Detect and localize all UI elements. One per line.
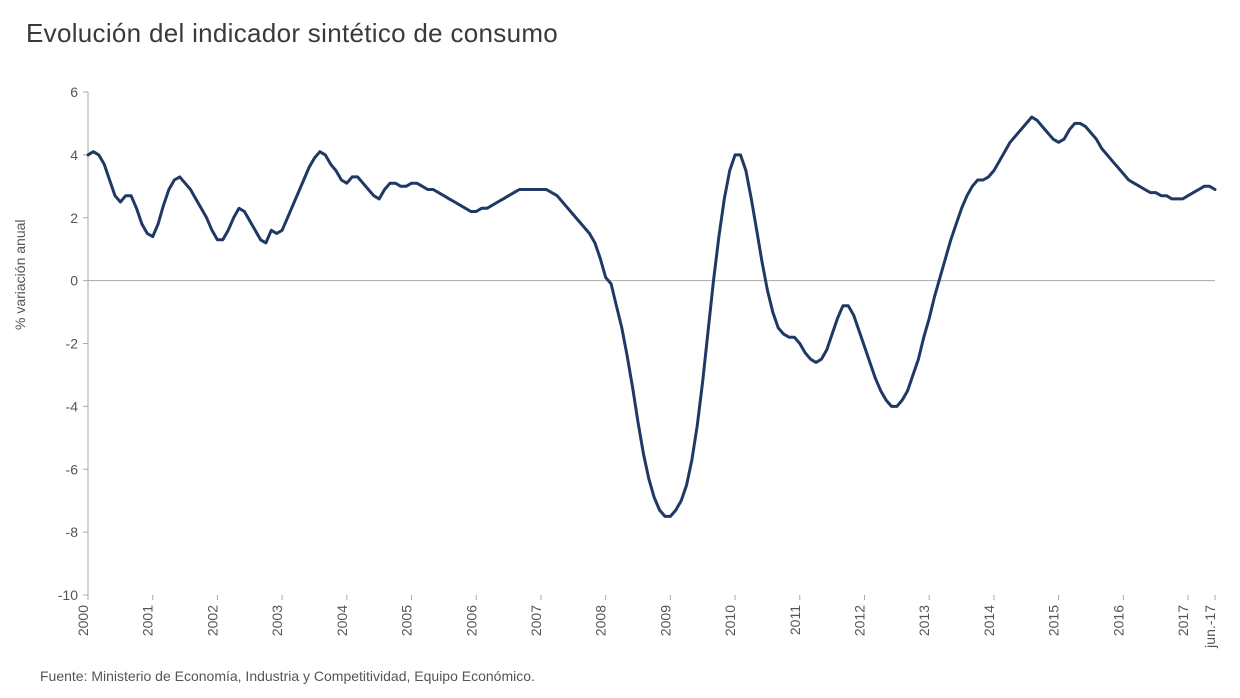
x-tick-label: 2001 (140, 605, 156, 636)
y-tick-label: 6 (70, 84, 78, 100)
y-tick-label: -8 (66, 524, 79, 540)
x-tick-label: 2016 (1110, 605, 1126, 636)
x-tick-label: 2010 (722, 605, 738, 636)
chart-container: Evolución del indicador sintético de con… (0, 0, 1240, 698)
x-tick-label: 2008 (593, 605, 609, 636)
x-tick-label: 2006 (463, 605, 479, 636)
x-tick-label: 2005 (399, 605, 415, 636)
x-tick-label: 2013 (916, 605, 932, 636)
y-tick-label: -10 (58, 587, 78, 603)
x-tick-label: 2007 (528, 605, 544, 636)
series-line (88, 117, 1215, 516)
x-tick-label: 2000 (75, 605, 91, 636)
y-tick-label: 0 (70, 273, 78, 289)
x-tick-label: 2004 (334, 605, 350, 636)
y-tick-label: -6 (66, 461, 79, 477)
x-tick-label: 2009 (657, 605, 673, 636)
y-tick-label: -4 (66, 398, 79, 414)
y-tick-label: -2 (66, 336, 79, 352)
x-tick-label: 2017 (1175, 605, 1191, 636)
y-tick-label: 4 (70, 147, 78, 163)
x-tick-label: 2012 (852, 605, 868, 636)
x-tick-label: 2002 (204, 605, 220, 636)
y-tick-label: 2 (70, 210, 78, 226)
x-tick-label: 2003 (269, 605, 285, 636)
x-tick-label: 2014 (981, 605, 997, 636)
x-tick-label: 2015 (1046, 605, 1062, 636)
line-chart: -10 -8 -6 -4 -2 0 2 4 6 2000 2001 2002 2003 2004 2005 2… (0, 0, 1240, 698)
x-tick-label: jun.-17 (1202, 605, 1218, 649)
x-tick-label: 2011 (787, 605, 803, 635)
